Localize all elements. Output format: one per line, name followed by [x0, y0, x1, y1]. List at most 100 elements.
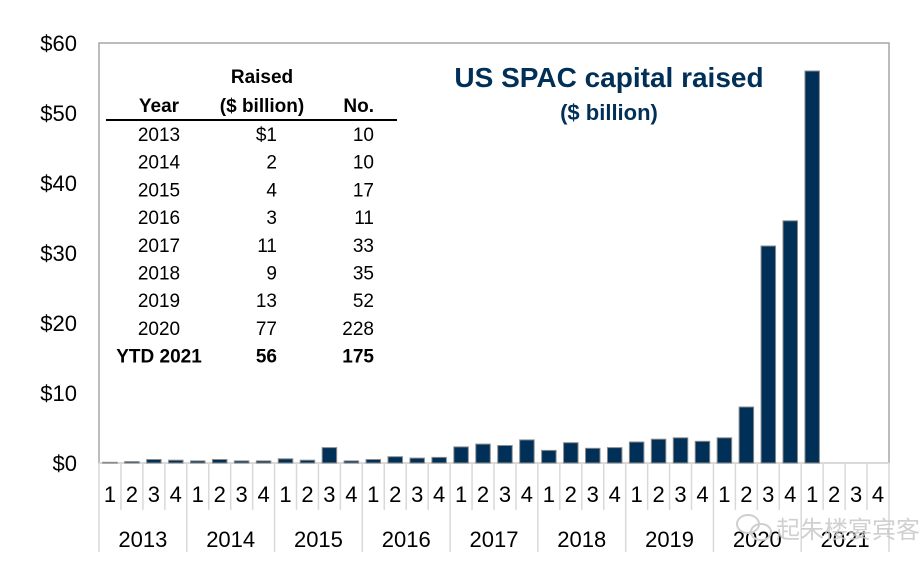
x-tick-quarter: 4 — [345, 482, 357, 507]
table-header-year: Year — [139, 96, 180, 117]
table-cell-year: 2016 — [138, 208, 180, 229]
x-tick-quarter: 2 — [126, 482, 138, 507]
x-tick-quarter: 4 — [257, 482, 269, 507]
y-tick-label: $0 — [53, 451, 77, 476]
x-tick-quarter: 4 — [696, 482, 708, 507]
table-cell-year: 2017 — [138, 236, 180, 257]
bar — [321, 447, 338, 464]
bar — [365, 459, 382, 464]
table-cell-raised: 11 — [257, 236, 277, 257]
table-header-count: No. — [343, 96, 374, 117]
bar — [190, 460, 206, 464]
x-tick-quarter: 3 — [587, 482, 599, 507]
y-axis-ticks: $0 $10 $20 $30 $40 $50 $60 — [40, 31, 77, 476]
table-cell-year: 2015 — [138, 180, 180, 201]
bar — [387, 456, 403, 464]
table-cell-raised: 77 — [256, 319, 277, 340]
bar — [409, 457, 425, 464]
table-cell-year: 2019 — [138, 291, 180, 312]
x-tick-quarter: 1 — [631, 482, 643, 507]
x-tick-quarter: 2 — [740, 482, 752, 507]
bar — [475, 443, 491, 464]
bar — [519, 439, 535, 464]
x-tick-quarter: 2 — [389, 482, 401, 507]
x-tick-quarter: 1 — [543, 482, 555, 507]
x-tick-year: 2018 — [557, 527, 606, 552]
table-cell-count: 228 — [342, 319, 374, 340]
x-tick-year: 2021 — [821, 527, 870, 552]
table-cell-raised: 56 — [256, 347, 277, 368]
bar — [541, 449, 557, 464]
x-tick-quarter: 3 — [148, 482, 160, 507]
x-tick-quarter: 2 — [301, 482, 313, 507]
axes — [98, 42, 890, 552]
bar — [497, 445, 513, 464]
watermark: 起朱楼宴宾客 — [736, 514, 920, 544]
table-cell-year: YTD 2021 — [116, 347, 202, 368]
bar — [650, 438, 667, 464]
x-tick-quarter: 2 — [477, 482, 489, 507]
table-cell-raised: $1 — [256, 125, 277, 146]
bars — [102, 70, 820, 464]
x-tick-quarter: 3 — [850, 482, 862, 507]
table-cell-count: 10 — [353, 153, 374, 174]
y-tick-label: $50 — [40, 101, 77, 126]
bar — [343, 460, 360, 464]
summary-table: Raised Year ($ billion) No. 2013 $1 10 2014 2 10 2… — [106, 67, 397, 368]
x-tick-year: 2015 — [294, 527, 343, 552]
x-tick-quarter: 1 — [455, 482, 467, 507]
wechat-icon — [736, 514, 772, 541]
bar — [277, 458, 294, 464]
table-cell-raised: 2 — [266, 153, 277, 174]
table-cell-raised: 4 — [266, 180, 277, 201]
bar — [299, 459, 316, 464]
x-tick-quarter: 2 — [214, 482, 226, 507]
bar — [563, 442, 579, 464]
x-axis-labels: 1 2 3 4 1 2 3 4 1 2 3 4 1 2 3 4 1 2 3 4 1 2 3 4 1 2 3 4 1 2 3 4 1 2 3 42013… — [104, 482, 884, 552]
bar — [782, 220, 798, 464]
x-tick-quarter: 2 — [565, 482, 577, 507]
x-tick-quarter: 3 — [762, 482, 774, 507]
bar — [146, 459, 162, 464]
x-tick-quarter: 1 — [367, 482, 379, 507]
table-cell-year: 2014 — [138, 153, 181, 174]
x-tick-year: 2013 — [118, 527, 167, 552]
bar — [804, 70, 820, 464]
bar — [453, 446, 469, 464]
x-tick-quarter: 4 — [872, 482, 884, 507]
x-tick-quarter: 3 — [323, 482, 335, 507]
x-tick-quarter: 2 — [828, 482, 840, 507]
x-tick-quarter: 4 — [433, 482, 445, 507]
chart-subtitle: ($ billion) — [560, 100, 658, 125]
x-tick-year: 2017 — [470, 527, 519, 552]
x-tick-quarter: 3 — [674, 482, 686, 507]
watermark-text: 起朱楼宴宾客 — [776, 516, 920, 544]
x-tick-quarter: 3 — [411, 482, 423, 507]
bar — [585, 447, 601, 464]
x-tick-quarter: 1 — [718, 482, 730, 507]
x-tick-quarter: 1 — [104, 482, 116, 507]
x-tick-quarter: 3 — [499, 482, 511, 507]
x-tick-quarter: 4 — [609, 482, 621, 507]
bar — [431, 456, 447, 464]
table-cell-count: 35 — [353, 264, 374, 285]
table-header-raised-unit: ($ billion) — [220, 96, 304, 117]
y-tick-label: $60 — [40, 31, 77, 56]
table-cell-year: 2020 — [138, 319, 180, 340]
x-tick-quarter: 1 — [192, 482, 204, 507]
y-tick-label: $20 — [40, 311, 77, 336]
table-cell-year: 2013 — [138, 125, 180, 146]
bar — [211, 459, 228, 464]
bar — [102, 461, 118, 464]
table-cell-raised: 3 — [266, 208, 277, 229]
bar — [672, 437, 689, 464]
table-header-raised: Raised — [231, 67, 293, 88]
y-tick-label: $40 — [40, 171, 77, 196]
x-tick-quarter: 2 — [652, 482, 664, 507]
table-cell-count: 175 — [342, 347, 374, 368]
table-cell-count: 17 — [353, 180, 374, 201]
y-tick-label: $30 — [40, 241, 77, 266]
x-tick-year: 2014 — [206, 527, 255, 552]
table-cell-count: 10 — [353, 125, 374, 146]
